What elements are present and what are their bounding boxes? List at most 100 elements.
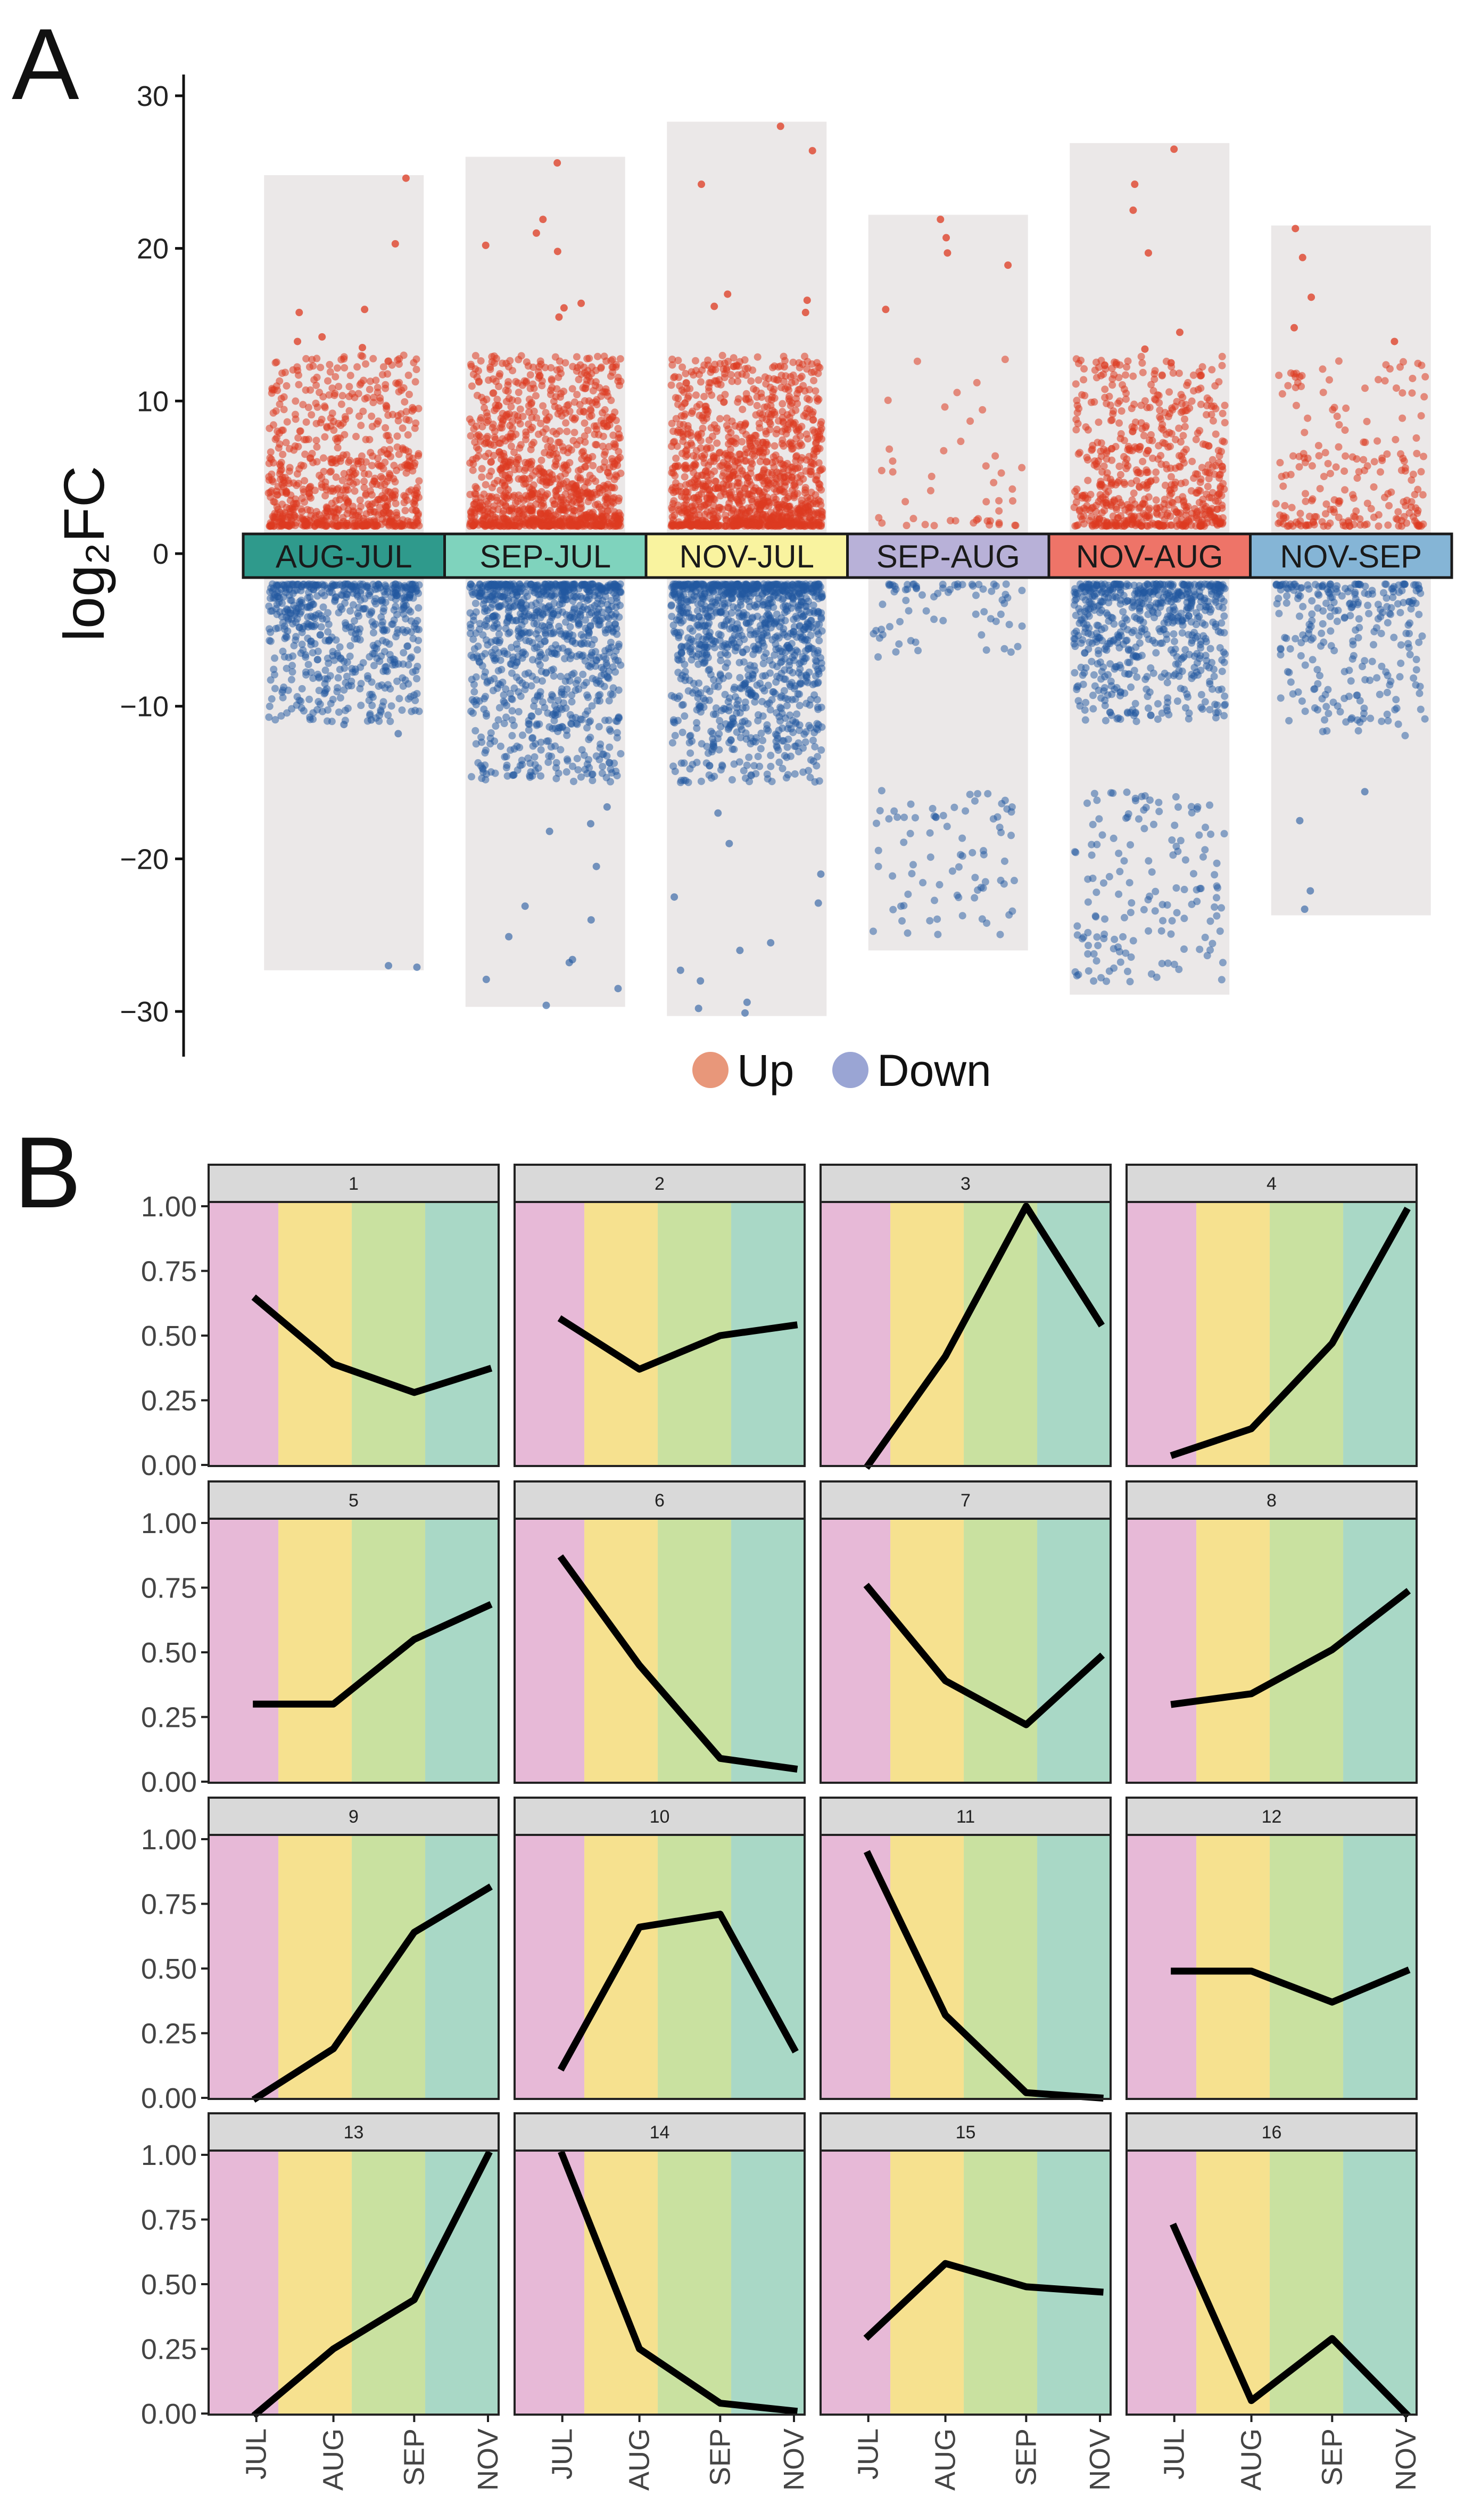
up-point <box>400 492 408 500</box>
up-point <box>788 379 796 387</box>
up-point <box>751 431 759 439</box>
down-point <box>684 778 692 786</box>
up-point <box>775 504 783 512</box>
up-point <box>381 458 389 466</box>
up-point <box>723 422 731 430</box>
up-point <box>785 386 793 394</box>
down-point <box>401 583 409 591</box>
up-point <box>344 506 352 514</box>
up-point <box>279 450 287 458</box>
up-point <box>599 432 607 440</box>
down-point <box>583 691 591 699</box>
down-point <box>392 633 400 641</box>
down-point <box>284 608 292 616</box>
down-point <box>494 667 502 675</box>
up-point <box>729 468 737 476</box>
down-point <box>573 592 581 600</box>
up-point <box>676 421 684 429</box>
up-point <box>391 240 399 248</box>
down-point <box>277 712 285 720</box>
up-point <box>780 442 788 450</box>
up-point <box>798 441 806 449</box>
down-point <box>693 759 701 767</box>
up-point <box>334 419 342 427</box>
up-point <box>568 385 576 393</box>
up-point <box>374 417 382 425</box>
down-point <box>288 705 296 713</box>
up-point <box>333 364 341 372</box>
down-point <box>271 654 279 662</box>
up-point <box>341 431 349 439</box>
down-point <box>415 637 423 645</box>
up-point <box>535 495 543 503</box>
up-point <box>671 462 679 470</box>
down-point <box>601 626 609 634</box>
down-point <box>573 754 581 762</box>
up-point <box>276 470 284 478</box>
up-point <box>798 423 806 431</box>
up-point <box>561 359 569 367</box>
down-point <box>271 716 279 724</box>
up-point <box>516 420 524 428</box>
up-point <box>718 484 726 492</box>
up-point <box>391 487 399 495</box>
up-point <box>390 475 398 483</box>
up-point <box>412 506 420 514</box>
up-point <box>386 495 394 503</box>
up-point <box>569 437 577 444</box>
up-point <box>304 403 312 411</box>
up-point <box>554 454 562 462</box>
up-point <box>570 429 578 437</box>
up-point <box>361 522 369 530</box>
up-point <box>776 362 784 370</box>
down-point <box>546 617 554 625</box>
down-point <box>321 675 329 683</box>
down-point <box>304 661 312 669</box>
up-point <box>691 357 699 365</box>
down-point <box>383 668 391 676</box>
up-point <box>312 399 320 407</box>
up-point <box>321 492 329 500</box>
down-point <box>393 677 401 685</box>
up-point <box>376 394 384 402</box>
down-point <box>300 707 308 715</box>
down-point <box>563 755 571 763</box>
down-point <box>471 599 479 607</box>
down-point <box>613 772 621 780</box>
down-point <box>328 718 336 726</box>
down-point <box>288 668 296 676</box>
up-point <box>328 409 336 417</box>
up-point <box>496 370 504 378</box>
up-point <box>725 522 733 530</box>
up-point <box>299 485 307 493</box>
up-point <box>786 503 794 510</box>
up-point <box>493 396 501 403</box>
up-point <box>690 468 698 476</box>
up-point <box>339 514 347 522</box>
up-point <box>472 490 480 498</box>
down-point <box>503 772 511 780</box>
down-point <box>586 663 594 671</box>
up-point <box>318 333 326 341</box>
up-point <box>384 488 392 496</box>
up-point <box>345 392 353 400</box>
up-point <box>517 495 525 503</box>
up-point <box>362 435 370 443</box>
up-point <box>547 391 555 399</box>
up-point <box>268 487 276 495</box>
up-point <box>489 424 496 432</box>
down-point <box>296 610 304 618</box>
up-point <box>377 473 385 481</box>
up-point <box>768 396 776 404</box>
up-point <box>352 433 360 441</box>
down-point <box>340 721 348 729</box>
down-point <box>317 631 325 639</box>
up-point <box>667 522 675 530</box>
down-point <box>350 617 358 625</box>
up-point <box>759 522 767 530</box>
up-point <box>360 376 368 384</box>
up-point <box>687 432 695 440</box>
up-point <box>333 509 341 517</box>
down-point <box>375 682 383 690</box>
down-point <box>267 628 275 636</box>
